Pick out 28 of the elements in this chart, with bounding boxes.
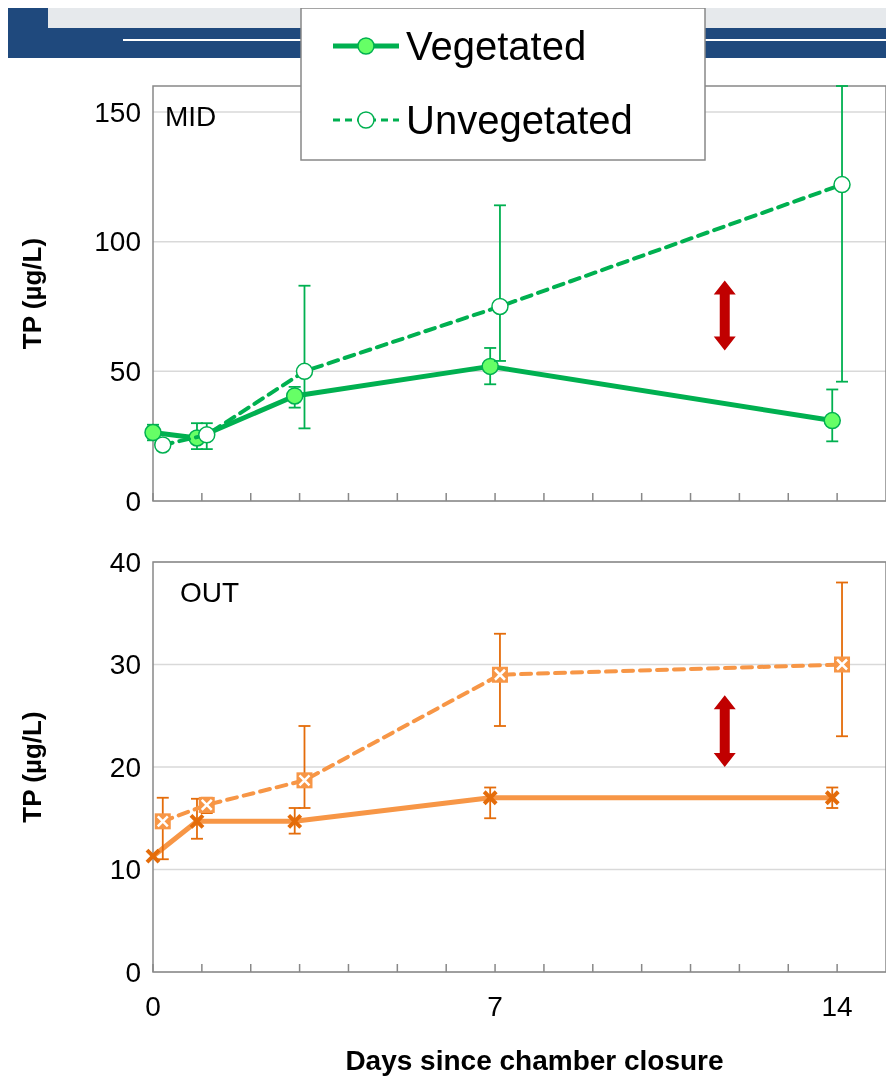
point — [144, 423, 162, 442]
point — [481, 357, 499, 376]
y-tick-label: 50 — [109, 356, 141, 388]
y-tick-label: 0 — [125, 485, 141, 517]
legend-label: Vegetated — [406, 24, 587, 68]
y-tick-label: 10 — [109, 854, 141, 886]
y-tick-label: 40 — [109, 546, 141, 578]
x-axis-title: Days since chamber closure — [345, 1045, 724, 1076]
point — [295, 362, 314, 381]
annotation: MID — [165, 101, 217, 132]
y-tick-label: 100 — [94, 226, 141, 258]
x-tick-label: 7 — [487, 991, 503, 1022]
point — [285, 387, 304, 405]
point — [491, 297, 509, 316]
point — [823, 411, 841, 430]
annotation: OUT — [180, 577, 240, 608]
y-tick-label: 20 — [109, 751, 141, 783]
x-tick-label: 0 — [145, 991, 161, 1022]
y-tick-label: 30 — [109, 649, 141, 681]
y-axis-title: TP (µg/L) — [17, 237, 47, 350]
point — [198, 426, 216, 444]
y-axis-title: TP (µg/L) — [17, 711, 47, 823]
point — [833, 175, 851, 194]
y-tick-label: 150 — [94, 96, 141, 128]
y-tick-label: 0 — [125, 956, 141, 988]
x-tick-label: 14 — [821, 991, 853, 1022]
point — [154, 436, 172, 454]
legend-label: Unvegetated — [406, 98, 633, 142]
